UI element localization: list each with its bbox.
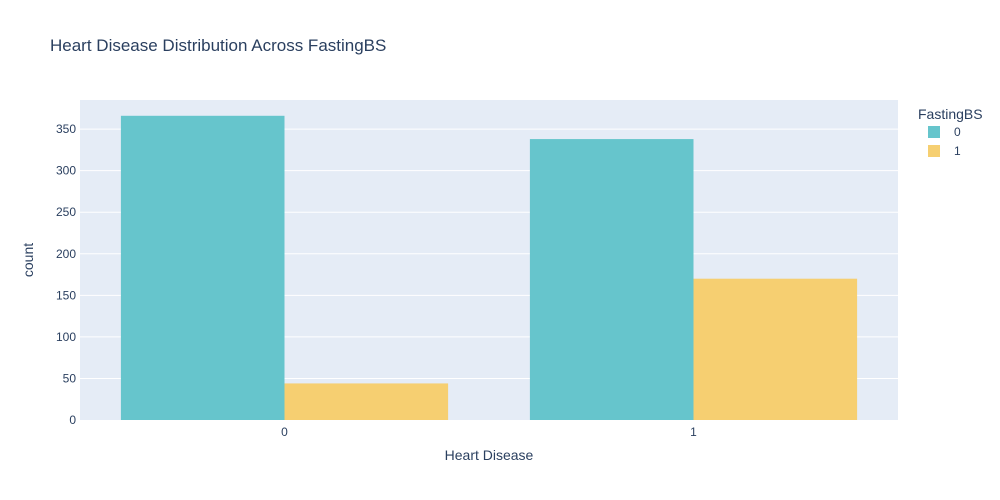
- legend-title: FastingBS: [918, 106, 983, 122]
- y-tick-label: 100: [56, 330, 76, 344]
- y-tick-label: 150: [56, 288, 76, 302]
- bar-heart-disease-1-fastingbs-1[interactable]: [693, 278, 858, 420]
- y-tick-label: 250: [56, 205, 76, 219]
- y-axis-title: count: [20, 243, 36, 277]
- legend-swatch[interactable]: [928, 145, 940, 157]
- y-tick-label: 50: [63, 371, 77, 385]
- y-tick-label: 350: [56, 122, 76, 136]
- x-tick-label: 0: [281, 425, 288, 439]
- chart-title: Heart Disease Distribution Across Fastin…: [50, 36, 386, 55]
- bar-heart-disease-1-fastingbs-0[interactable]: [529, 139, 694, 420]
- legend-label[interactable]: 1: [954, 144, 961, 158]
- bar-heart-disease-0-fastingbs-0[interactable]: [120, 115, 285, 420]
- bar-heart-disease-0-fastingbs-1[interactable]: [284, 383, 449, 420]
- y-tick-label: 200: [56, 247, 76, 261]
- y-tick-label: 0: [69, 413, 76, 427]
- x-axis-title: Heart Disease: [445, 447, 534, 463]
- legend-swatch[interactable]: [928, 126, 940, 138]
- bars: [120, 115, 858, 420]
- legend: FastingBS 0 1: [918, 106, 983, 158]
- y-tick-labels: 0 50 100 150 200 250 300 350: [56, 122, 76, 427]
- legend-label[interactable]: 0: [954, 125, 961, 139]
- x-tick-label: 1: [690, 425, 697, 439]
- y-tick-label: 300: [56, 164, 76, 178]
